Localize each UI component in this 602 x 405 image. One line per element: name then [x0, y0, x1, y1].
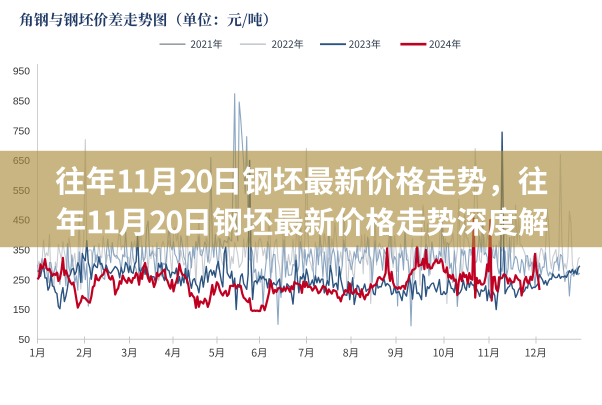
svg-text:750: 750	[13, 126, 30, 137]
svg-text:250: 250	[13, 275, 30, 286]
svg-text:850: 850	[13, 97, 30, 108]
svg-text:150: 150	[13, 305, 30, 316]
svg-text:350: 350	[13, 246, 30, 257]
svg-text:950: 950	[13, 67, 30, 78]
svg-text:50: 50	[19, 335, 31, 346]
